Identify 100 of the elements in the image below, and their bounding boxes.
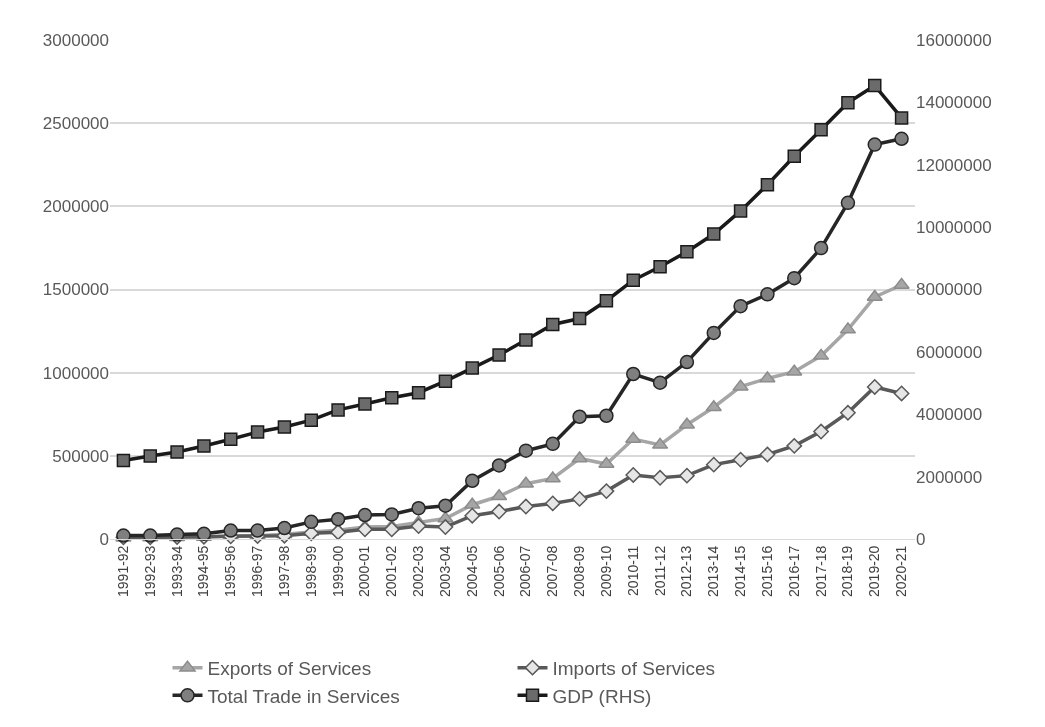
point: [438, 498, 453, 513]
point: [680, 245, 694, 259]
point: [438, 374, 453, 388]
y-tick-label: 500000: [52, 446, 109, 466]
point: [787, 270, 802, 286]
point: [304, 514, 319, 530]
point: [437, 519, 454, 535]
point: [385, 390, 399, 405]
point: [330, 511, 346, 527]
x-tick-label: 1997-98: [275, 545, 292, 597]
y-tick-label: 1500000: [42, 280, 109, 300]
point: [411, 500, 426, 516]
point: [813, 423, 829, 440]
y-tick-label: 3000000: [42, 30, 109, 50]
point: [545, 436, 560, 452]
point: [598, 483, 615, 499]
x-tick-label: 2012-13: [678, 545, 695, 597]
x-tick-label: 1999-00: [329, 545, 346, 597]
point: [679, 354, 695, 370]
point: [867, 137, 882, 152]
point: [277, 520, 292, 536]
point: [732, 451, 749, 468]
point: [116, 453, 131, 468]
point: [893, 277, 910, 290]
point: [546, 317, 560, 332]
point: [679, 467, 695, 484]
point: [492, 348, 506, 362]
point: [787, 149, 801, 164]
point: [465, 361, 479, 375]
point: [277, 420, 292, 434]
y2-tick-label: 6000000: [916, 342, 983, 362]
point: [893, 385, 910, 402]
point: [894, 111, 909, 125]
point: [868, 78, 882, 93]
point: [331, 403, 345, 417]
x-tick-label: 2005-06: [490, 545, 507, 597]
x-tick-label: 1995-96: [222, 545, 239, 597]
point: [304, 413, 318, 427]
x-tick-label: 2002-03: [410, 545, 427, 597]
legend-label: Exports of Services: [207, 658, 372, 680]
x-tick-label: 2020-21: [893, 545, 910, 597]
x-tick-label: 2018-19: [839, 545, 856, 597]
x-tick-label: 2015-16: [758, 545, 775, 597]
point: [358, 397, 372, 411]
point: [759, 371, 776, 383]
point: [706, 325, 721, 341]
x-tick-label: 2019-20: [866, 545, 883, 597]
point: [357, 521, 373, 538]
point: [786, 437, 803, 454]
point: [894, 131, 909, 147]
point: [652, 375, 668, 390]
point: [572, 409, 587, 424]
point: [571, 491, 588, 507]
point: [250, 425, 265, 439]
point: [383, 521, 400, 538]
point: [464, 507, 481, 524]
point: [733, 204, 748, 218]
y-tick-label: 2500000: [42, 114, 109, 134]
x-tick-label: 2013-14: [705, 545, 722, 597]
x-tick-label: 2004-05: [463, 545, 480, 597]
x-tick-label: 2011-12: [651, 545, 668, 596]
x-tick-label: 2009-10: [597, 545, 614, 597]
y2-tick-label: 4000000: [916, 405, 983, 425]
point: [813, 240, 829, 256]
x-tick-label: 2017-18: [812, 545, 829, 597]
y2-tick-label: 16000000: [916, 30, 992, 50]
point: [330, 524, 346, 541]
point: [626, 366, 641, 382]
x-tick-label: 1996-97: [249, 545, 266, 597]
legend-label: Imports of Services: [552, 658, 716, 680]
point: [760, 177, 775, 192]
x-tick-label: 2006-07: [517, 545, 534, 597]
point: [759, 446, 776, 463]
x-tick-label: 1992-93: [141, 545, 158, 597]
x-tick-label: 2010-11: [624, 545, 641, 596]
point: [866, 379, 883, 395]
x-tick-label: 2001-02: [383, 545, 400, 597]
point: [197, 439, 211, 453]
x-tick-label: 2003-04: [436, 545, 453, 597]
point: [491, 503, 507, 520]
point: [572, 311, 587, 326]
point: [410, 518, 427, 534]
x-tick-label: 1993-94: [168, 545, 185, 597]
point: [599, 293, 614, 308]
point: [707, 227, 721, 241]
point: [411, 385, 426, 400]
x-tick-label: 1998-99: [302, 545, 319, 597]
y-tick-label: 2000000: [42, 197, 109, 217]
x-tick-label: 2014-15: [732, 545, 749, 597]
y2-tick-label: 0: [916, 529, 926, 549]
point: [626, 273, 640, 287]
point: [841, 95, 855, 110]
point: [840, 404, 856, 421]
y2-tick-label: 8000000: [916, 280, 983, 300]
x-tick-label: 2000-01: [356, 545, 373, 597]
y-tick-label: 1000000: [42, 363, 109, 383]
legend-label: Total Trade in Services: [207, 685, 400, 707]
y-tick-label: 0: [99, 529, 109, 549]
point: [250, 523, 265, 538]
point: [652, 469, 668, 486]
